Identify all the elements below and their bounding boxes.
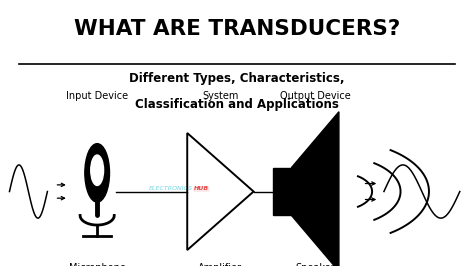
Text: System: System [202, 91, 238, 101]
Text: Speaker: Speaker [295, 263, 335, 266]
Text: Microphone: Microphone [69, 263, 126, 266]
Text: Amplifier: Amplifier [199, 263, 242, 266]
Polygon shape [292, 112, 339, 266]
Text: Input Device: Input Device [66, 91, 128, 101]
Ellipse shape [91, 155, 104, 185]
Text: WHAT ARE TRANSDUCERS?: WHAT ARE TRANSDUCERS? [74, 19, 400, 39]
Text: Output Device: Output Device [280, 91, 351, 101]
Text: Classification and Applications: Classification and Applications [135, 98, 339, 111]
Text: HUB: HUB [194, 186, 209, 191]
FancyBboxPatch shape [273, 168, 292, 215]
Ellipse shape [85, 144, 109, 202]
Text: Different Types, Characteristics,: Different Types, Characteristics, [129, 72, 345, 85]
Text: ELECTRONICS: ELECTRONICS [149, 186, 192, 191]
